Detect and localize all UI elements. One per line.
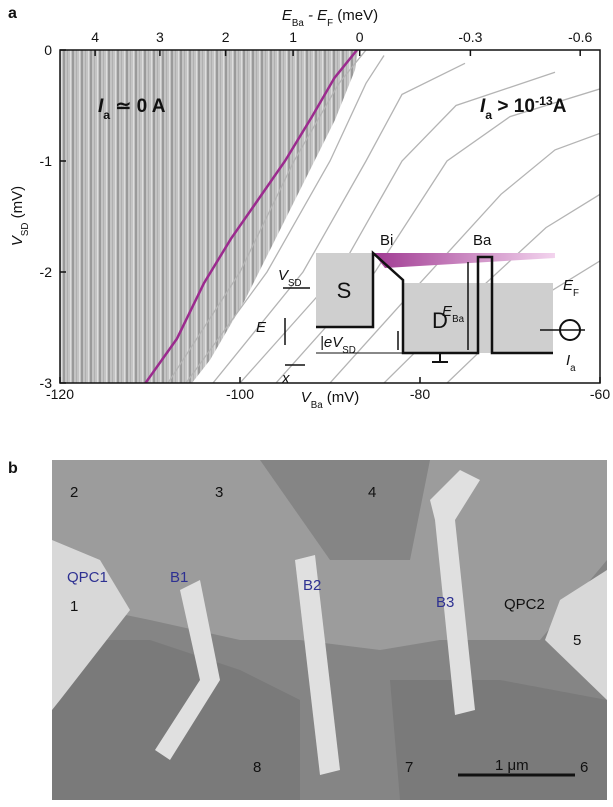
- x2-tick-label: 3: [156, 29, 164, 45]
- text-part: Ba: [292, 18, 305, 29]
- text-part: a: [570, 363, 576, 374]
- text-part: |eV: [320, 334, 344, 351]
- text-part: SD: [20, 223, 31, 237]
- sem-label: QPC1: [67, 569, 108, 586]
- etched-region: [390, 680, 607, 800]
- text-part: SD: [288, 278, 302, 289]
- sem-label: 1: [70, 598, 78, 615]
- sem-label: 5: [573, 632, 581, 649]
- text-part: (mV): [323, 389, 360, 406]
- y-axis-label: VSD (mV): [9, 186, 31, 246]
- sem-label: B3: [436, 594, 454, 611]
- sem-label: 2: [70, 484, 78, 501]
- sem-label: QPC2: [504, 596, 545, 613]
- sem-label: 6: [580, 759, 588, 776]
- x-tick-label: -100: [226, 386, 254, 402]
- y-tick-label: 0: [44, 42, 52, 58]
- inset-label: Bi: [380, 232, 393, 249]
- sem-image: [52, 460, 607, 800]
- sem-label: B1: [170, 569, 188, 586]
- text-part: Ba: [311, 400, 324, 411]
- x2-tick-label: 0: [356, 29, 364, 45]
- y-tick-label: -3: [40, 375, 53, 391]
- y-tick-label: -1: [40, 153, 53, 169]
- text-part: F: [573, 288, 579, 299]
- text-part: -13: [535, 94, 553, 108]
- sem-label: 1 μm: [495, 757, 529, 774]
- text-part: (meV): [333, 7, 378, 24]
- sem-label: 3: [215, 484, 223, 501]
- text-part: A: [553, 96, 567, 117]
- x-axis-label: VBa (mV): [301, 389, 360, 411]
- text-part: > 10: [492, 96, 535, 117]
- y-tick-label: -2: [40, 264, 53, 280]
- x2-tick-label: -0.6: [568, 29, 592, 45]
- inset-label: E: [256, 319, 267, 336]
- sem-label: 8: [253, 759, 261, 776]
- x2-tick-label: -0.3: [458, 29, 482, 45]
- sem-label: B2: [303, 577, 321, 594]
- text-part: Ba: [452, 314, 465, 325]
- text-part: SD: [342, 345, 356, 356]
- inset-label: Ba: [473, 232, 492, 249]
- inset-label: x: [281, 370, 290, 387]
- panel-label: a: [8, 5, 17, 22]
- sem-label: 4: [368, 484, 376, 501]
- x2-tick-label: 4: [91, 29, 99, 45]
- text-part: - E: [304, 7, 328, 24]
- text-part: ≃ 0 A: [110, 96, 166, 117]
- x2-tick-label: 1: [289, 29, 297, 45]
- text-part: (mV): [9, 186, 26, 223]
- inset-label: S: [337, 278, 352, 303]
- panel-label: b: [8, 460, 18, 477]
- x2-tick-label: 2: [222, 29, 230, 45]
- sem-label: 7: [405, 759, 413, 776]
- x-tick-label: -60: [590, 386, 610, 402]
- x-tick-label: -80: [410, 386, 430, 402]
- x2-axis-label: EBa - EF (meV): [282, 7, 378, 29]
- figure: a -120-100-80-60-3-2-1043210-0.3-0.6Ia ≃…: [0, 0, 613, 802]
